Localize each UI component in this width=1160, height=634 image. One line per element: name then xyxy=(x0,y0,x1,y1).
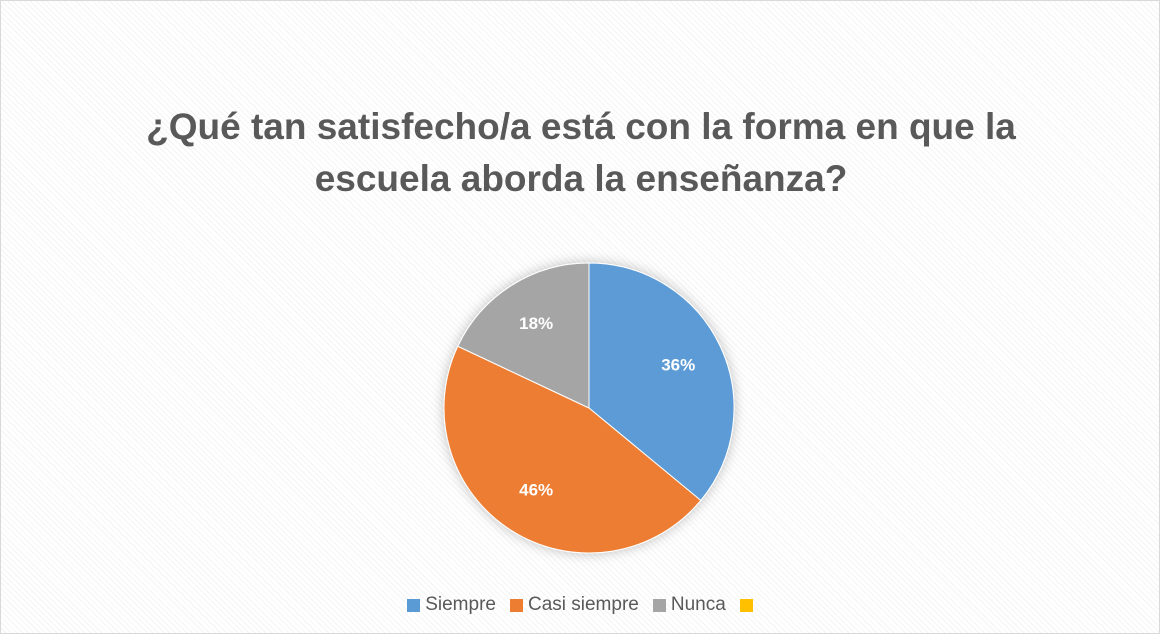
legend-label: Nunca xyxy=(670,594,726,615)
legend-item: Siempre xyxy=(407,594,496,616)
legend-swatch xyxy=(407,598,421,612)
data-label: 46% xyxy=(519,481,553,500)
legend-label: Siempre xyxy=(425,594,496,615)
legend: Siempre Casi siempre Nunca xyxy=(1,594,1159,616)
legend-label: Casi siempre xyxy=(527,594,639,615)
pie-slice xyxy=(588,262,735,502)
legend-item xyxy=(739,594,753,616)
legend-swatch xyxy=(652,598,666,612)
pie-slice xyxy=(443,345,702,554)
legend-item: Nunca xyxy=(652,594,726,616)
data-label: 36% xyxy=(661,356,695,375)
pie-slice xyxy=(457,262,590,409)
legend-swatch xyxy=(509,598,523,612)
chart-title: ¿Qué tan satisfecho/a está con la forma … xyxy=(146,106,1016,199)
pie xyxy=(443,262,735,554)
legend-swatch xyxy=(739,598,753,612)
data-label: 18% xyxy=(519,314,553,333)
legend-item: Casi siempre xyxy=(509,594,639,616)
